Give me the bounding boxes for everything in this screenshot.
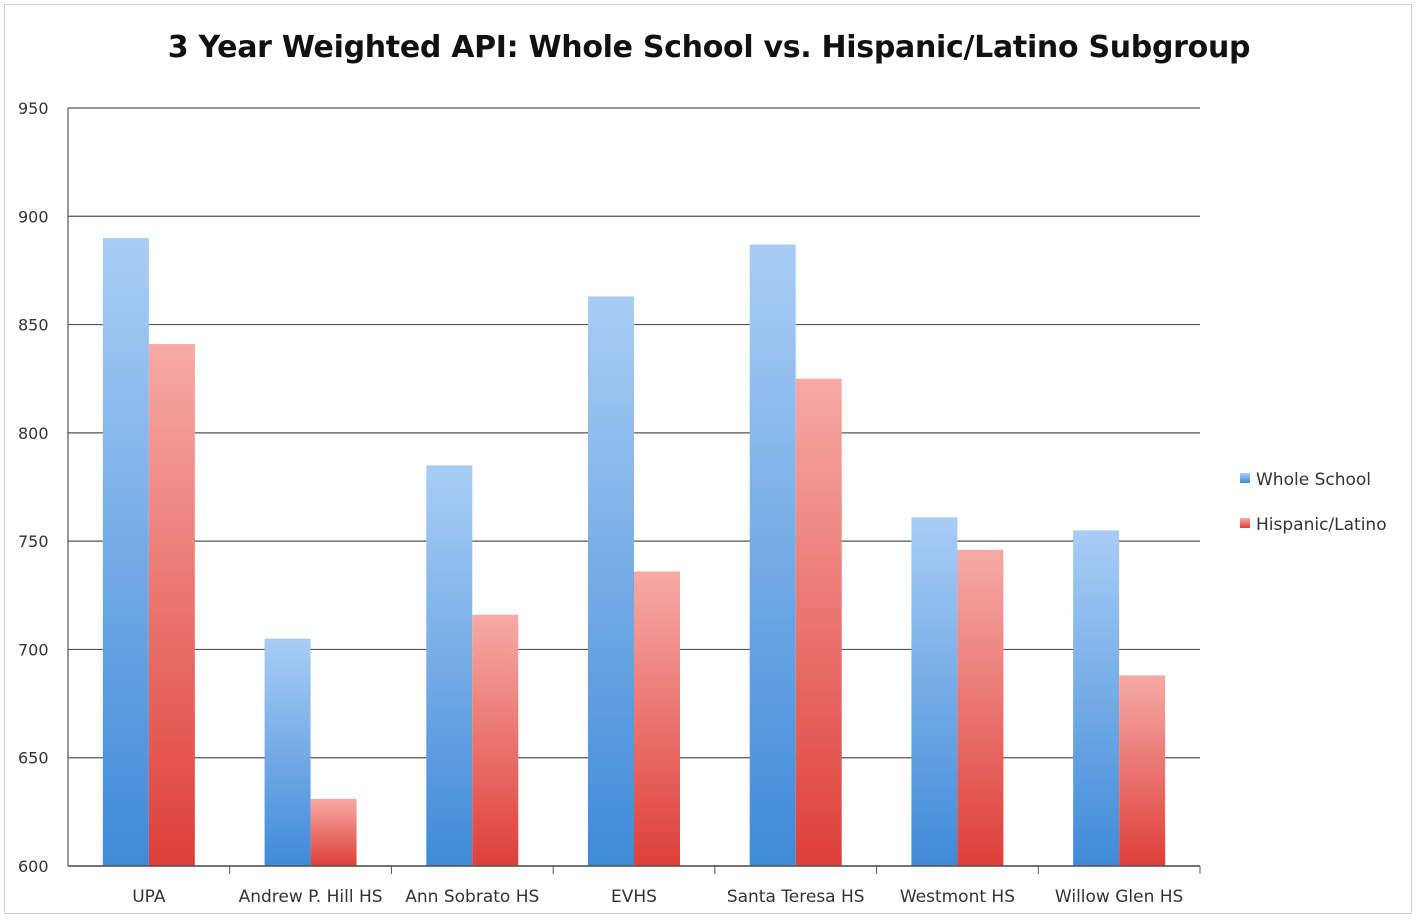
bar-hispanic-latino — [634, 571, 680, 866]
bar-hispanic-latino — [957, 549, 1004, 866]
x-tick-label: Ann Sobrato HS — [405, 887, 539, 907]
legend-swatch — [1240, 518, 1250, 528]
bar-whole-school — [749, 244, 796, 866]
bar-whole-school — [588, 296, 634, 867]
legend-swatch — [1240, 473, 1250, 483]
bar-whole-school — [264, 638, 311, 866]
y-tick-label: 800 — [18, 424, 49, 443]
y-tick-label: 700 — [18, 640, 49, 659]
chart-title: 3 Year Weighted API: Whole School vs. Hi… — [167, 30, 1251, 65]
bar-whole-school — [1073, 530, 1120, 866]
bar-hispanic-latino — [310, 798, 357, 866]
x-tick-label: Willow Glen HS — [1055, 887, 1183, 907]
bar-hispanic-latino — [148, 344, 195, 866]
y-tick-label: 950 — [18, 99, 49, 118]
x-tick-label: EVHS — [611, 887, 657, 907]
y-tick-label: 900 — [18, 207, 49, 226]
x-tick-label: Andrew P. Hill HS — [239, 887, 383, 907]
bar-whole-school — [911, 517, 958, 866]
y-tick-label: 600 — [18, 857, 49, 876]
chart-frame — [4, 4, 1412, 914]
legend-label: Hispanic/Latino — [1256, 515, 1387, 535]
bar-whole-school — [426, 465, 473, 866]
x-tick-label: Santa Teresa HS — [727, 887, 865, 907]
bar-hispanic-latino — [472, 614, 519, 866]
bar-hispanic-latino — [1119, 675, 1166, 866]
x-tick-label: UPA — [132, 887, 166, 907]
bar-whole-school — [102, 237, 149, 866]
legend-label: Whole School — [1256, 470, 1371, 490]
bar-hispanic-latino — [795, 378, 842, 866]
y-tick-label: 850 — [18, 316, 49, 335]
x-tick-label: Westmont HS — [900, 887, 1015, 907]
y-tick-label: 750 — [18, 532, 49, 551]
y-tick-label: 650 — [18, 749, 49, 768]
